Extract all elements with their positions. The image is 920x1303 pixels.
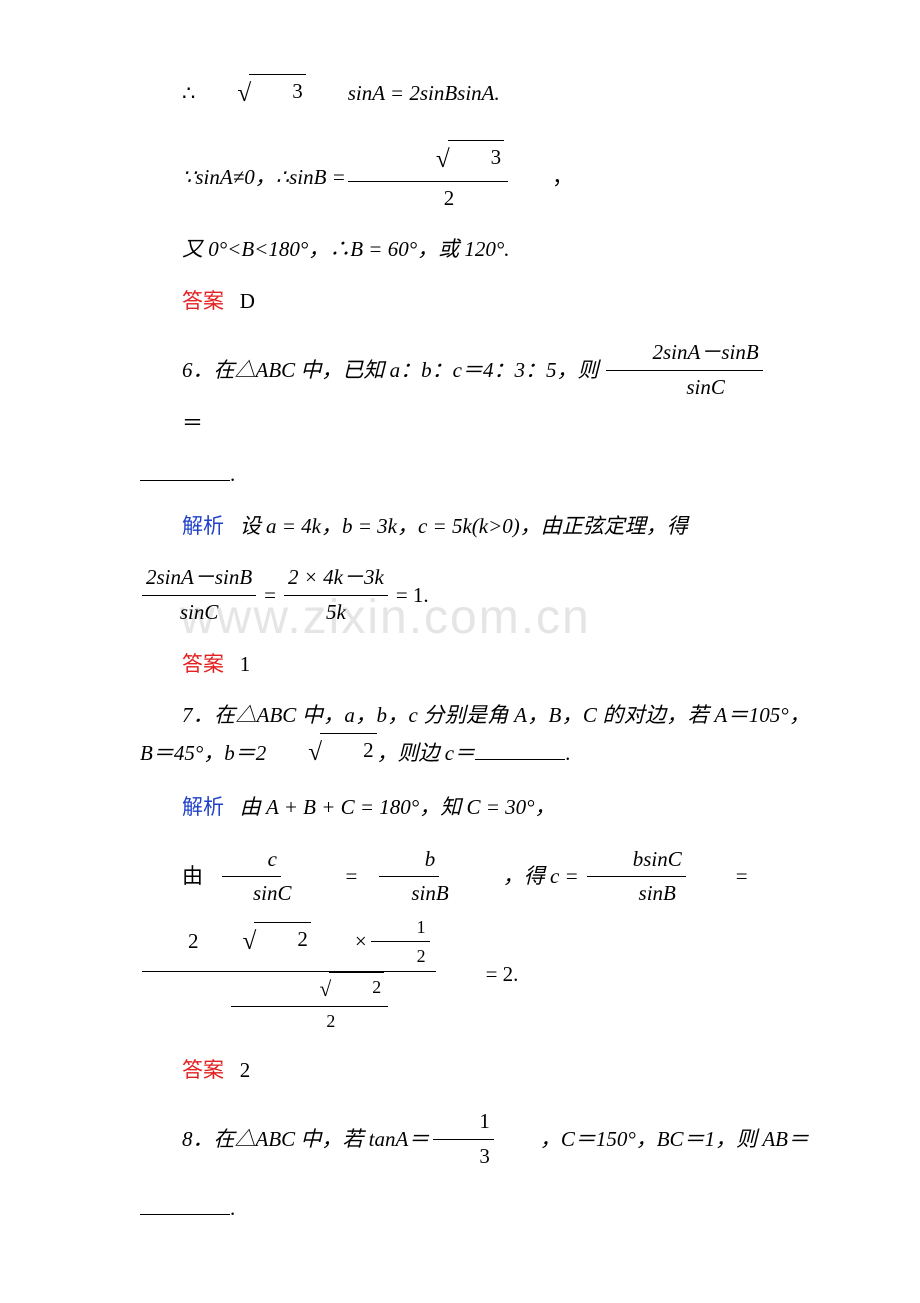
frac-complex: 2 √2 × 1 2 √2 2	[142, 913, 436, 1036]
eq-sign: ＝	[140, 407, 203, 441]
answer-label: 答案	[182, 1058, 224, 1082]
content: ∴ √3 sinA = 2sinBsinA. ∵sinA≠0，∴sinB = √…	[140, 74, 810, 1225]
answer-label: 答案	[182, 652, 224, 676]
q8-fraction: 1 3	[433, 1105, 494, 1173]
answer-value: D	[240, 289, 255, 313]
solution-label: 解析	[182, 795, 224, 819]
derivation-line-1: ∴ √3 sinA = 2sinBsinA.	[140, 74, 810, 114]
question-7: 7．在△ABC 中，a，b，c 分别是角 A，B，C 的对边，若 A＝105°，…	[140, 699, 810, 773]
therefore-symbol: ∴	[140, 77, 195, 111]
q6-text: 6．在△ABC 中，已知 a：b：c＝4：3：5，则	[140, 354, 598, 388]
equation-text: sinA = 2sinBsinA.	[306, 77, 500, 111]
answer-6: 答案 1	[140, 648, 810, 682]
q7-solution-line1: 解析 由 A + B + C = 180°，知 C = 30°，	[140, 791, 810, 825]
frac-b-sinb: b sinB	[365, 843, 452, 911]
fraction-sqrt3-2: √3 2	[348, 140, 508, 215]
answer-blank	[140, 1193, 230, 1215]
q6-solution-line1: 解析 设 a = 4k，b = 3k，c = 5k(k>0)，由正弦定理，得	[140, 510, 810, 544]
answer-5: 答案 D	[140, 285, 810, 319]
answer-value: 1	[240, 652, 251, 676]
q6-blank-line: .	[140, 458, 810, 492]
comma: ，	[510, 161, 573, 195]
solution-label: 解析	[182, 514, 224, 538]
answer-7: 答案 2	[140, 1054, 810, 1088]
q8-blank-line: .	[140, 1192, 810, 1226]
text: ∵sinA≠0，∴sinB =	[140, 161, 346, 195]
derivation-line-2: ∵sinA≠0，∴sinB = √3 2 ，	[140, 140, 810, 215]
question-8: 8．在△ABC 中，若 tanA＝ 1 3 ，C＝150°，BC＝1，则 AB＝	[140, 1105, 810, 1173]
answer-label: 答案	[182, 289, 224, 313]
q6-solution-calc: 2sinA－sinB sinC = 2 × 4k－3k 5k = 1.	[140, 561, 810, 629]
q6-fraction: 2sinA－sinB sinC	[606, 336, 762, 404]
frac-1: 2sinA－sinB sinC	[142, 561, 256, 629]
sqrt-3: √3	[195, 74, 305, 114]
answer-value: 2	[240, 1058, 251, 1082]
frac-2: 2 × 4k－3k 5k	[284, 561, 388, 629]
answer-blank	[475, 738, 565, 760]
frac-bsinc-sinb: bsinC sinB	[587, 843, 686, 911]
q7-solution-calc: 由 c sinC = b sinB ，得 c = bsinC sinB = 2 …	[140, 843, 810, 1036]
question-6: 6．在△ABC 中，已知 a：b：c＝4：3：5，则 2sinA－sinB si…	[140, 336, 810, 440]
sqrt-2: √2	[266, 733, 376, 773]
frac-c-sinc: c sinC	[207, 843, 296, 911]
derivation-line-3: 又 0°<B<180°，∴B = 60°，或 120°.	[140, 233, 810, 267]
answer-blank	[140, 459, 230, 481]
